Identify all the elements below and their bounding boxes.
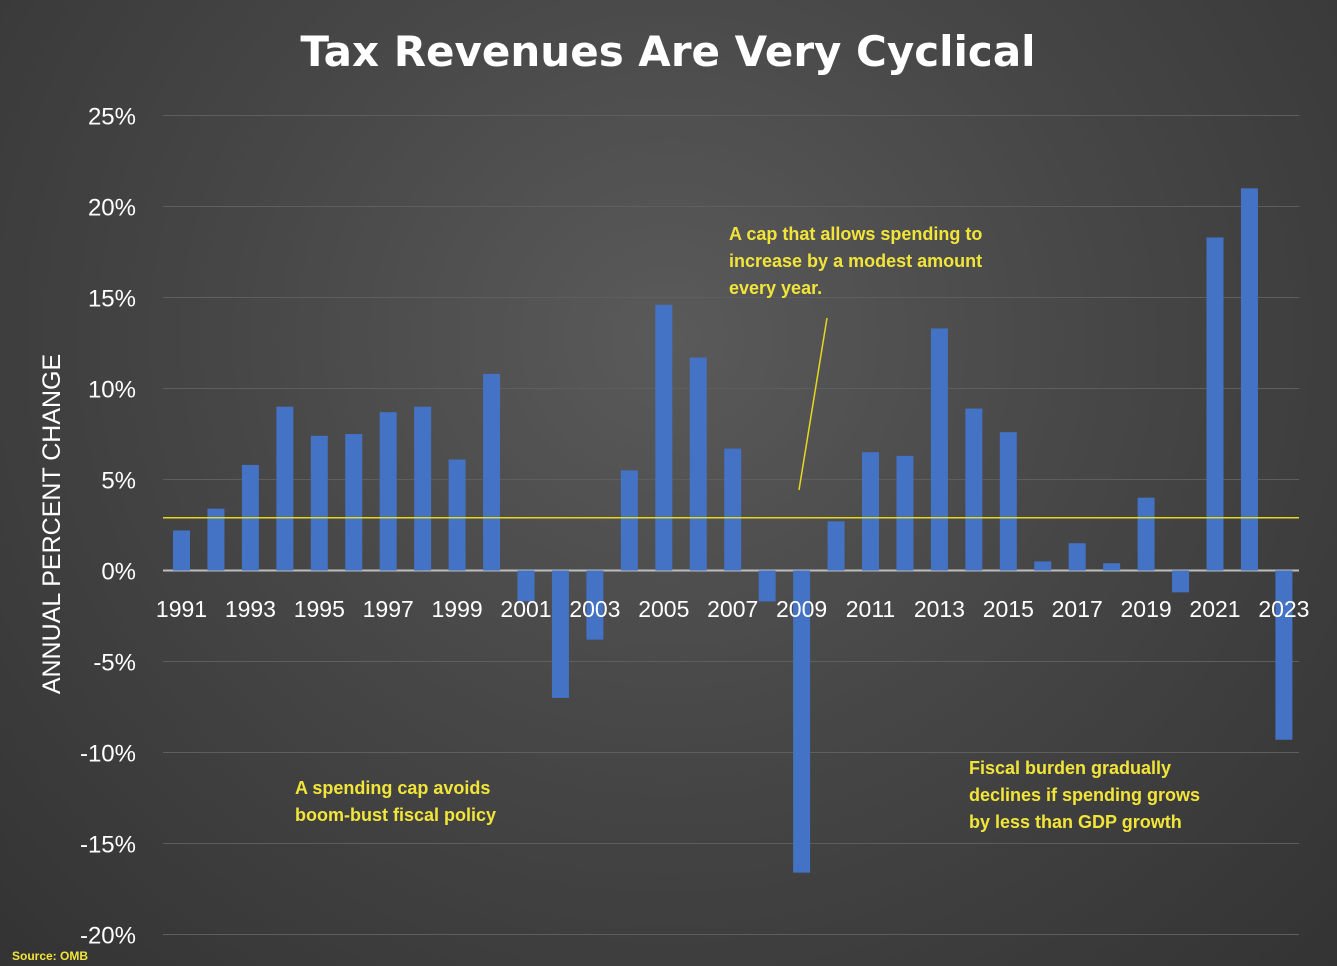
x-tick-label: 2015 [983,596,1034,622]
x-axis-ticks: 1991 1993 1995 1997 1999 2001 2003 2005 2007 2009… [156,596,1310,622]
annotation-1: A cap that allows spending to increase by… [729,224,982,298]
bar-2007 [724,448,742,571]
bar-1992 [207,508,225,571]
annotations: A cap that allows spending to increase by… [295,224,1200,832]
x-tick-label: 2011 [846,596,895,622]
bar-1991 [173,530,190,571]
bar-2016 [1034,561,1052,571]
bar-1999 [448,459,466,571]
bar-2021 [1206,237,1224,571]
y-tick-label: 5% [101,468,136,495]
x-tick-label: 2001 [500,596,551,622]
annotation-3: Fiscal burden gradually declines if spend… [969,758,1200,832]
x-tick-label: 2023 [1258,596,1309,622]
bar-1997 [379,412,397,571]
annotation-leader-line [798,317,828,491]
x-tick-label: 2019 [1121,596,1172,622]
y-axis-ticks: 25% 20% 15% 10% 5% 0% -5% -10% -15% -20% [80,104,136,950]
source-note: Source: OMB [12,949,88,963]
bar-2004 [620,470,638,571]
y-tick-label: 15% [88,286,136,313]
x-tick-label: 2005 [638,596,689,622]
bar-2002 [551,570,569,698]
bar-2000 [483,373,501,571]
x-tick-label: 2017 [1052,596,1103,622]
y-tick-label: -5% [93,650,136,677]
y-tick-label: 25% [88,104,136,131]
bar-2017 [1068,543,1086,571]
x-tick-label: 2009 [776,596,827,622]
bar-2019 [1137,497,1155,571]
bar-2014 [965,408,983,571]
bar-2009 [793,570,811,873]
bar-2001 [517,570,535,602]
x-tick-label: 1999 [432,596,483,622]
bar-2006 [689,357,707,571]
bar-1994 [276,406,294,571]
x-tick-label: 1991 [156,596,207,622]
bar-2011 [862,452,879,571]
bar-2005 [655,304,673,571]
bar-2010 [827,521,845,571]
bar-2012 [896,455,914,571]
x-tick-label: 1997 [363,596,414,622]
x-tick-label: 2003 [569,596,620,622]
bar-2020 [1172,570,1190,593]
bar-2022 [1240,188,1258,571]
x-tick-label: 1993 [225,596,276,622]
y-axis-label: ANNUAL PERCENT CHANGE [38,354,66,694]
bar-1995 [310,435,328,571]
bar-1998 [414,406,432,571]
x-tick-label: 2007 [707,596,758,622]
bar-2018 [1103,563,1121,571]
y-tick-label: -15% [80,832,136,859]
bars [173,188,1293,873]
bar-2015 [999,432,1017,571]
bar-2023 [1275,570,1293,740]
bar-1996 [345,434,363,571]
bar-2008 [758,570,776,602]
chart-title: Tax Revenues Are Very Cyclical [300,27,1035,76]
bar-2003 [586,570,604,640]
annotation-2: A spending cap avoids boom-bust fiscal po… [295,778,496,825]
y-tick-label: 10% [88,377,136,404]
x-tick-label: 2021 [1189,596,1240,622]
bar-2013 [930,328,948,571]
x-tick-label: 2013 [914,596,965,622]
y-tick-label: 20% [88,195,136,222]
x-tick-label: 1995 [294,596,345,622]
y-tick-label: 0% [101,559,136,586]
y-tick-label: -20% [80,923,136,950]
y-tick-label: -10% [80,741,136,768]
